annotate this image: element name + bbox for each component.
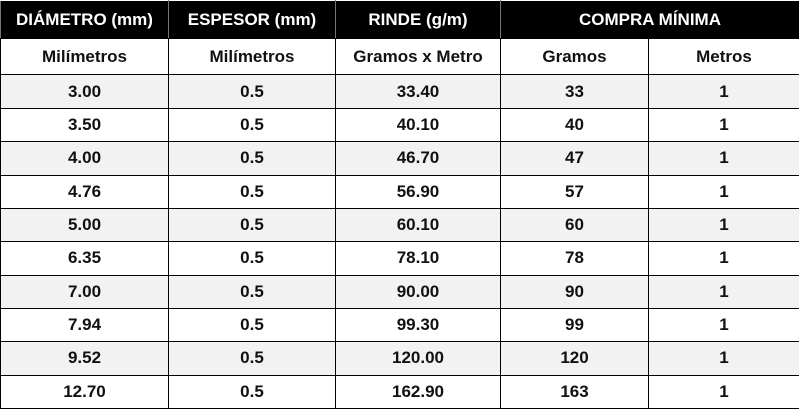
table-cell: 9.52 xyxy=(0,341,169,376)
table-row: 6.35 0.5 78.10 78 1 xyxy=(0,241,799,276)
table-cell: 99 xyxy=(500,307,649,343)
subheader-cell: Milímetros xyxy=(168,37,336,76)
table-cell: 78 xyxy=(500,241,649,276)
table-cell: 56.90 xyxy=(335,174,501,209)
table-cell: 1 xyxy=(648,274,799,309)
table-cell: 40.10 xyxy=(335,107,501,143)
table-cell: 3.50 xyxy=(0,107,169,143)
table-cell: 78.10 xyxy=(335,241,501,276)
table-cell: 90.00 xyxy=(335,274,501,309)
table-cell: 40 xyxy=(500,107,649,143)
header-row: DIÁMETRO (mm) ESPESOR (mm) RINDE (g/m) C… xyxy=(0,0,799,39)
table-cell: 162.90 xyxy=(335,374,501,409)
table-cell: 7.00 xyxy=(0,274,169,309)
table-head: DIÁMETRO (mm) ESPESOR (mm) RINDE (g/m) C… xyxy=(0,0,799,39)
table-cell: 60 xyxy=(500,207,649,243)
table-row: 4.76 0.5 56.90 57 1 xyxy=(0,174,799,209)
table-cell: 0.5 xyxy=(168,374,336,409)
table-row: 7.00 0.5 90.00 90 1 xyxy=(0,274,799,309)
table-cell: 0.5 xyxy=(168,307,336,343)
table-cell: 1 xyxy=(648,141,799,176)
table-cell: 0.5 xyxy=(168,141,336,176)
table-row: 5.00 0.5 60.10 60 1 xyxy=(0,207,799,243)
table-cell: 1 xyxy=(648,107,799,143)
table-cell: 1 xyxy=(648,174,799,209)
subheader-row: Milímetros Milímetros Gramos x Metro Gramos… xyxy=(0,37,799,76)
table-cell: 99.30 xyxy=(335,307,501,343)
table-cell: 1 xyxy=(648,307,799,343)
table-row: 7.94 0.5 99.30 99 1 xyxy=(0,307,799,343)
table-cell: 1 xyxy=(648,341,799,376)
table-cell: 5.00 xyxy=(0,207,169,243)
table-cell: 120 xyxy=(500,341,649,376)
table-cell: 0.5 xyxy=(168,274,336,309)
table-cell: 6.35 xyxy=(0,241,169,276)
table-cell: 0.5 xyxy=(168,107,336,143)
table-cell: 3.00 xyxy=(0,74,169,109)
table-row: 12.70 0.5 162.90 163 1 xyxy=(0,374,799,409)
table-cell: 0.5 xyxy=(168,74,336,109)
table-cell: 1 xyxy=(648,374,799,409)
table-row: 4.00 0.5 46.70 47 1 xyxy=(0,141,799,176)
table-cell: 1 xyxy=(648,207,799,243)
table-cell: 90 xyxy=(500,274,649,309)
table-row: 3.50 0.5 40.10 40 1 xyxy=(0,107,799,143)
subheader-cell: Gramos x Metro xyxy=(335,37,501,76)
table-cell: 33 xyxy=(500,74,649,109)
table-cell: 4.76 xyxy=(0,174,169,209)
table-cell: 1 xyxy=(648,241,799,276)
table-cell: 0.5 xyxy=(168,174,336,209)
table-cell: 1 xyxy=(648,74,799,109)
table-cell: 47 xyxy=(500,141,649,176)
table-cell: 0.5 xyxy=(168,207,336,243)
header-cell: COMPRA MÍNIMA xyxy=(500,0,799,39)
header-cell: ESPESOR (mm) xyxy=(168,0,336,39)
table-cell: 33.40 xyxy=(335,74,501,109)
table-cell: 57 xyxy=(500,174,649,209)
table-cell: 60.10 xyxy=(335,207,501,243)
header-cell: DIÁMETRO (mm) xyxy=(0,0,169,39)
table-cell: 7.94 xyxy=(0,307,169,343)
table-body: Milímetros Milímetros Gramos x Metro Gramos… xyxy=(0,37,799,409)
table-row: 3.00 0.5 33.40 33 1 xyxy=(0,74,799,109)
header-cell: RINDE (g/m) xyxy=(335,0,501,39)
subheader-cell: Milímetros xyxy=(0,37,169,76)
table-row: 9.52 0.5 120.00 120 1 xyxy=(0,341,799,376)
subheader-cell: Metros xyxy=(648,37,799,76)
table-cell: 0.5 xyxy=(168,341,336,376)
table-cell: 120.00 xyxy=(335,341,501,376)
table-cell: 163 xyxy=(500,374,649,409)
subheader-cell: Gramos xyxy=(500,37,649,76)
table-cell: 46.70 xyxy=(335,141,501,176)
table-cell: 0.5 xyxy=(168,241,336,276)
table-cell: 4.00 xyxy=(0,141,169,176)
table-cell: 12.70 xyxy=(0,374,169,409)
